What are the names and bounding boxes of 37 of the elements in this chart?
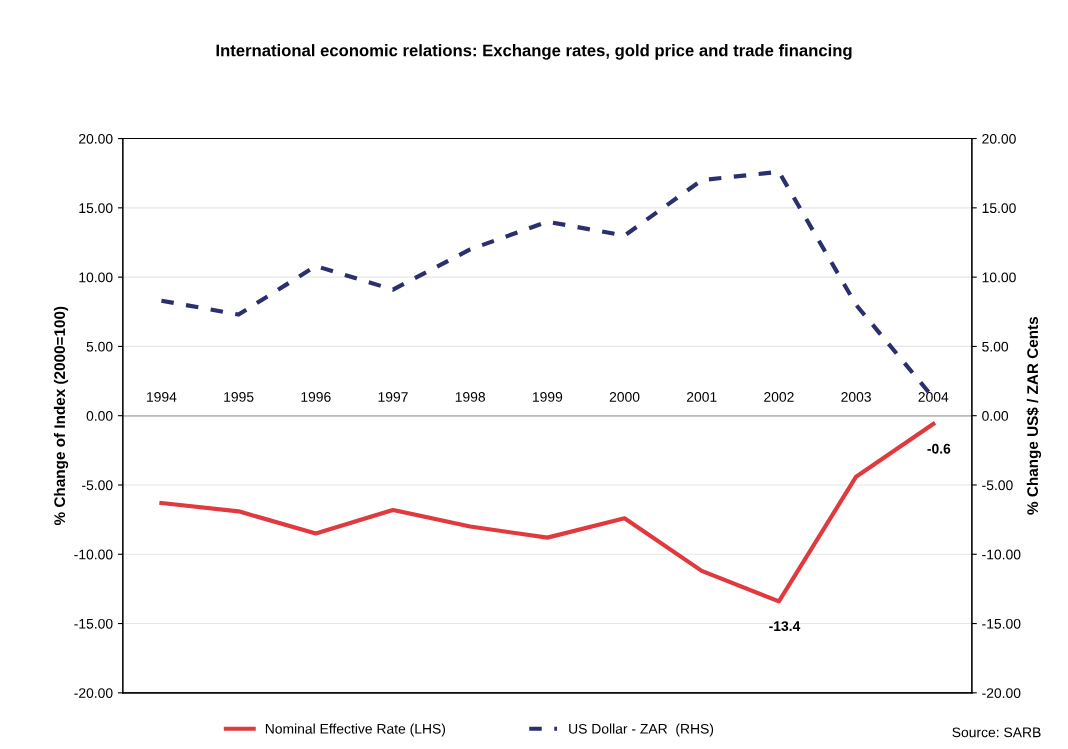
y2-axis-title: % Change US$ / ZAR Cents — [1026, 317, 1042, 515]
y2-tick-label: 10.00 — [982, 272, 1016, 283]
x-tick-label: 2003 — [841, 392, 871, 402]
y-tick-label: 0.00 — [86, 411, 113, 421]
y-tick-label: 15.00 — [79, 203, 113, 214]
x-tick-label: 2002 — [764, 392, 794, 402]
x-tick-label: 1996 — [301, 392, 331, 402]
y2-tick-label: 20.00 — [982, 133, 1016, 144]
y2-tick-label: 15.00 — [982, 203, 1016, 214]
y-tick-label: -15.00 — [74, 618, 113, 629]
x-tick-label: 1999 — [532, 392, 563, 402]
y-tick-label: -5.00 — [82, 480, 113, 491]
x-tick-label: 1997 — [378, 392, 408, 402]
x-tick-label: 2004 — [918, 392, 949, 402]
y2-tick-label: -10.00 — [982, 549, 1021, 560]
x-tick-label: 2000 — [609, 392, 640, 402]
y2-tick-label: -20.00 — [982, 688, 1021, 698]
y-tick-label: 20.00 — [79, 133, 113, 144]
data-label: -0.6 — [927, 443, 951, 454]
chart-title: International economic relations: Exchange rates, gold price and trade financing — [216, 44, 852, 60]
x-tick-label: 1995 — [224, 392, 254, 402]
x-tick-label: 1998 — [455, 392, 486, 402]
data-label: -13.4 — [769, 621, 801, 632]
y2-tick-label: 0.00 — [982, 411, 1009, 421]
y-tick-label: -10.00 — [74, 549, 113, 560]
y2-tick-label: -5.00 — [982, 480, 1013, 491]
x-tick-label: 2001 — [686, 392, 717, 402]
source-note: Source: SARB — [952, 727, 1041, 738]
y2-tick-label: 5.00 — [982, 341, 1009, 352]
y-axis-title: % Change of Index (2000=100) — [53, 306, 69, 526]
x-tick-label: 1994 — [147, 392, 177, 402]
legend-label: US Dollar - ZAR (RHS) — [569, 723, 714, 737]
y-tick-label: 10.00 — [79, 272, 113, 283]
legend-label: Nominal Effective Rate (LHS) — [265, 723, 446, 737]
y2-tick-label: -15.00 — [982, 618, 1021, 629]
y-tick-label: 5.00 — [86, 341, 113, 352]
y-tick-label: -20.00 — [74, 688, 113, 698]
